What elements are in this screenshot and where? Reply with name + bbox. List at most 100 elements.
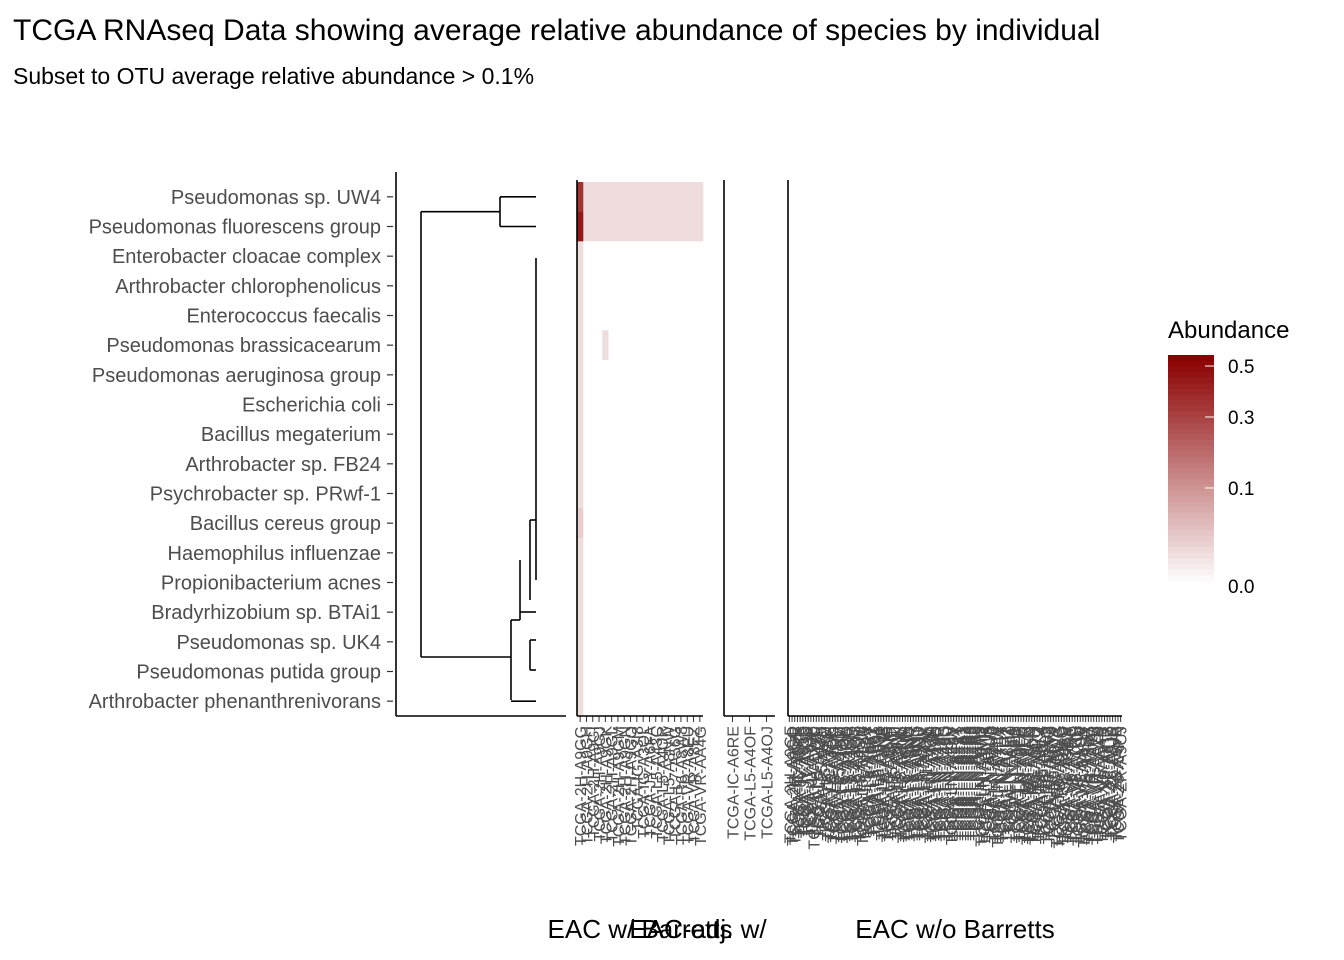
heatmap-cell [1084, 271, 1088, 301]
heatmap-cell [928, 597, 932, 628]
heatmap-cell [696, 478, 704, 509]
heatmap-cell [874, 597, 878, 628]
sample-label: TCGA-L5-A8NT [909, 726, 926, 840]
heatmap-cell [1046, 419, 1050, 450]
heatmap-cell [793, 271, 797, 301]
heatmap-cell [928, 686, 932, 717]
heatmap-cell [981, 419, 985, 450]
heatmap-cell [1060, 241, 1064, 272]
heatmap-cell [828, 241, 832, 272]
heatmap-cell [1092, 330, 1096, 361]
heatmap-cell [973, 300, 977, 331]
heatmap-cell [633, 627, 641, 657]
heatmap-cell [798, 389, 802, 420]
heatmap-cell [1011, 211, 1015, 242]
heatmap-cell [1046, 686, 1050, 717]
heatmap-cell [925, 449, 929, 479]
heatmap-cell [928, 241, 932, 272]
heatmap-cell [1038, 508, 1042, 539]
heatmap-cell [1103, 389, 1107, 420]
heatmap-cell [973, 182, 977, 212]
heatmap-cell [1051, 271, 1055, 301]
heatmap-cell [957, 567, 961, 598]
heatmap-cell [998, 211, 1002, 242]
heatmap-cell [930, 211, 934, 242]
heatmap-cell [671, 656, 679, 687]
heatmap-cell [876, 241, 880, 272]
heatmap-cell [796, 508, 800, 539]
heatmap-cell [1054, 182, 1058, 212]
heatmap-cell [696, 567, 704, 598]
heatmap-cell [1011, 508, 1015, 539]
heatmap-cell [1108, 300, 1112, 331]
heatmap-cell [858, 182, 862, 212]
heatmap-cell [665, 449, 672, 479]
heatmap-cell [839, 360, 843, 390]
sample-label: TCGA-LN-A49S [936, 726, 953, 841]
heatmap-cell [1078, 686, 1082, 717]
heatmap-cell [1119, 330, 1123, 361]
sample-label: TCGA-L5-A43M [820, 726, 837, 841]
heatmap-cell [1030, 271, 1034, 301]
heatmap-cell [1043, 330, 1047, 361]
heatmap-cell [658, 182, 666, 212]
heatmap-cell [640, 330, 647, 361]
heatmap-cell [724, 389, 742, 420]
heatmap-cell [793, 656, 797, 687]
heatmap-cell [809, 211, 813, 242]
heatmap-cell [758, 271, 776, 301]
heatmap-cell [1022, 656, 1026, 687]
heatmap-cell [1022, 478, 1026, 509]
heatmap-cell [796, 389, 800, 420]
heatmap-cell [914, 300, 918, 331]
heatmap-cell [817, 211, 821, 242]
heatmap-cell [1073, 241, 1077, 272]
heatmap-cell [1119, 360, 1123, 390]
heatmap-cell [646, 419, 653, 450]
heatmap-cell [1043, 478, 1047, 509]
heatmap-cell [1008, 211, 1012, 242]
heatmap-cell [919, 508, 923, 539]
heatmap-cell [793, 241, 797, 272]
heatmap-cell [1119, 508, 1123, 539]
heatmap-cell [946, 211, 950, 242]
heatmap-cell [595, 241, 603, 272]
species-label: Enterobacter cloacae complex [112, 246, 381, 268]
heatmap-cell [990, 300, 994, 331]
heatmap-cell [925, 211, 929, 242]
heatmap-cell [911, 597, 915, 628]
heatmap-cell [1092, 211, 1096, 242]
heatmap-cell [917, 538, 921, 568]
heatmap-cell [1033, 182, 1037, 212]
heatmap-cell [884, 656, 888, 687]
heatmap-cell [976, 300, 980, 331]
heatmap-cell [976, 389, 980, 420]
heatmap-cell [1025, 330, 1029, 361]
heatmap-cell [1111, 360, 1115, 390]
heatmap-cell [960, 211, 964, 242]
heatmap-cell [1073, 538, 1077, 568]
heatmap-cell [1068, 241, 1072, 272]
heatmap-cell [1086, 241, 1090, 272]
heatmap-cell [823, 300, 827, 331]
heatmap-cell [1003, 597, 1007, 628]
heatmap-cell [665, 597, 672, 628]
heatmap-cell [1076, 330, 1080, 361]
heatmap-cell [814, 330, 818, 361]
heatmap-cell [914, 508, 918, 539]
heatmap-cell [583, 419, 590, 450]
heatmap-cell [911, 211, 915, 242]
heatmap-cell [1011, 300, 1015, 331]
heatmap-cell [1105, 597, 1109, 628]
heatmap-cell [928, 300, 932, 331]
sample-label: TCGA-Q9-A6FU [1022, 726, 1039, 843]
heatmap-cell [828, 182, 832, 212]
heatmap-cell [909, 271, 913, 301]
heatmap-cell [992, 211, 996, 242]
heatmap-cell [833, 686, 837, 717]
heatmap-cell [1095, 241, 1099, 272]
sample-label: TCGA-LN-A7HW [990, 725, 1007, 848]
heatmap-cell [973, 656, 977, 687]
heatmap-cell [793, 360, 797, 390]
sample-label: TCGA-JY-A6F8 [793, 726, 810, 837]
